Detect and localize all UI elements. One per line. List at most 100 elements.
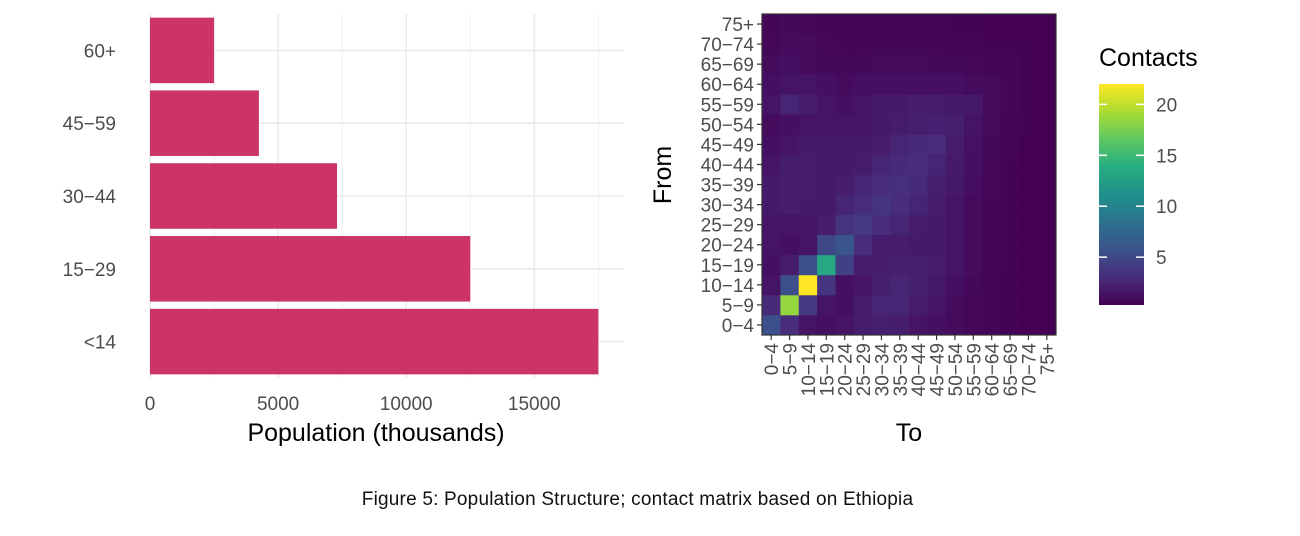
heatmap-cell — [890, 254, 910, 276]
heatmap-cell — [798, 74, 818, 95]
heatmap-cell — [945, 94, 965, 115]
heatmap-cell — [872, 54, 892, 75]
heatmap-cell — [927, 174, 947, 195]
heatmap-cell — [964, 14, 983, 35]
heatmap-cell — [1000, 114, 1020, 135]
heatmap-x-tick-label: 25−29 — [854, 343, 875, 396]
heatmap-x-tick-label: 20−24 — [836, 343, 857, 397]
heatmap-cell — [780, 54, 800, 75]
heatmap-cell — [927, 314, 947, 336]
heatmap-cell — [890, 214, 910, 236]
heatmap-cell — [890, 94, 910, 115]
population-bar — [150, 17, 215, 84]
heatmap-cell — [872, 274, 892, 296]
heatmap-cell — [1000, 314, 1020, 336]
heatmap-cell — [835, 174, 855, 195]
heatmap-cell — [945, 14, 965, 35]
heatmap-cell — [1037, 174, 1057, 195]
heatmap-cell — [817, 14, 836, 35]
heatmap-cell — [1000, 214, 1020, 236]
heatmap-cell — [872, 14, 892, 35]
heatmap-x-tick-label: 10−14 — [799, 343, 820, 397]
heatmap-y-tick-label: 30−34 — [701, 196, 755, 217]
heatmap-x-tick-label: 65−69 — [1001, 343, 1022, 396]
heatmap-cell — [982, 114, 1002, 135]
heatmap-cell — [780, 14, 800, 35]
heatmap-cell — [982, 194, 1002, 216]
heatmap-cell — [798, 94, 818, 115]
heatmap-cell — [927, 34, 947, 55]
heatmap-cell — [964, 234, 983, 256]
heatmap-cell — [927, 234, 947, 256]
heatmap-cell — [945, 314, 965, 336]
heatmap-cell — [780, 114, 800, 135]
heatmap-cell — [1019, 254, 1039, 276]
bar-y-tick-label: 30−44 — [63, 187, 117, 208]
heatmap-y-tick-label: 65−69 — [701, 55, 754, 76]
heatmap-cell — [909, 254, 928, 276]
heatmap-cell — [964, 34, 983, 55]
heatmap-cell — [945, 174, 965, 195]
heatmap-cell — [835, 14, 855, 35]
heatmap-y-tick-label: 15−19 — [701, 256, 754, 277]
heatmap-cell — [798, 174, 818, 195]
heatmap-cell — [872, 134, 892, 155]
heatmap-cell — [780, 74, 800, 95]
heatmap-x-tick-label: 70−74 — [1019, 343, 1040, 397]
heatmap-cell — [835, 74, 855, 95]
heatmap-x-tick-label: 50−54 — [946, 343, 967, 397]
heatmap-cell — [1037, 294, 1057, 316]
heatmap-cell — [927, 54, 947, 75]
heatmap-cell — [853, 114, 873, 135]
heatmap-cell — [853, 274, 873, 296]
heatmap-cell — [909, 74, 928, 95]
heatmap-cell — [853, 254, 873, 276]
heatmap-cell — [872, 74, 892, 95]
heatmap-cell — [890, 174, 910, 195]
heatmap-cell — [762, 254, 781, 276]
heatmap-cell — [890, 234, 910, 256]
bar-x-tick-label: 5000 — [257, 394, 299, 415]
bar-x-tick-label: 10000 — [380, 394, 433, 415]
heatmap-cell — [890, 294, 910, 316]
heatmap-cell — [1037, 274, 1057, 296]
heatmap-cell — [1000, 254, 1020, 276]
heatmap-cell — [872, 194, 892, 216]
heatmap-cell — [835, 314, 855, 336]
heatmap-cell — [780, 34, 800, 55]
heatmap-cell — [927, 254, 947, 276]
heatmap-cell — [798, 34, 818, 55]
heatmap-cell — [982, 254, 1002, 276]
heatmap-cell — [853, 54, 873, 75]
heatmap-cell — [964, 154, 983, 175]
heatmap-cell — [1019, 294, 1039, 316]
heatmap-cell — [1037, 194, 1057, 216]
heatmap-cell — [872, 234, 892, 256]
heatmap-x-tick-label: 30−34 — [872, 343, 893, 397]
heatmap-cell — [835, 134, 855, 155]
heatmap-cell — [964, 294, 983, 316]
heatmap-cell — [1037, 154, 1057, 175]
heatmap-cell — [909, 214, 928, 236]
heatmap-cell — [835, 34, 855, 55]
heatmap-cell — [872, 214, 892, 236]
heatmap-cell — [1000, 14, 1020, 35]
heatmap-cell — [853, 234, 873, 256]
heatmap-cell — [762, 14, 781, 35]
heatmap-cell — [982, 74, 1002, 95]
heatmap-x-tick-label: 35−39 — [891, 343, 912, 396]
heatmap-y-tick-label: 25−29 — [701, 216, 754, 237]
heatmap-y-tick-label: 10−14 — [701, 276, 755, 297]
heatmap-cell — [964, 54, 983, 75]
heatmap-cell — [853, 74, 873, 95]
heatmap-cell — [817, 274, 836, 296]
bar-y-tick-label: 45−59 — [63, 114, 116, 135]
heatmap-cell — [872, 154, 892, 175]
heatmap-cell — [798, 214, 818, 236]
heatmap-cell — [1037, 314, 1057, 336]
heatmap-cell — [890, 54, 910, 75]
heatmap-cell — [964, 314, 983, 336]
heatmap-cell — [798, 154, 818, 175]
heatmap-cell — [835, 94, 855, 115]
heatmap-cell — [964, 214, 983, 236]
